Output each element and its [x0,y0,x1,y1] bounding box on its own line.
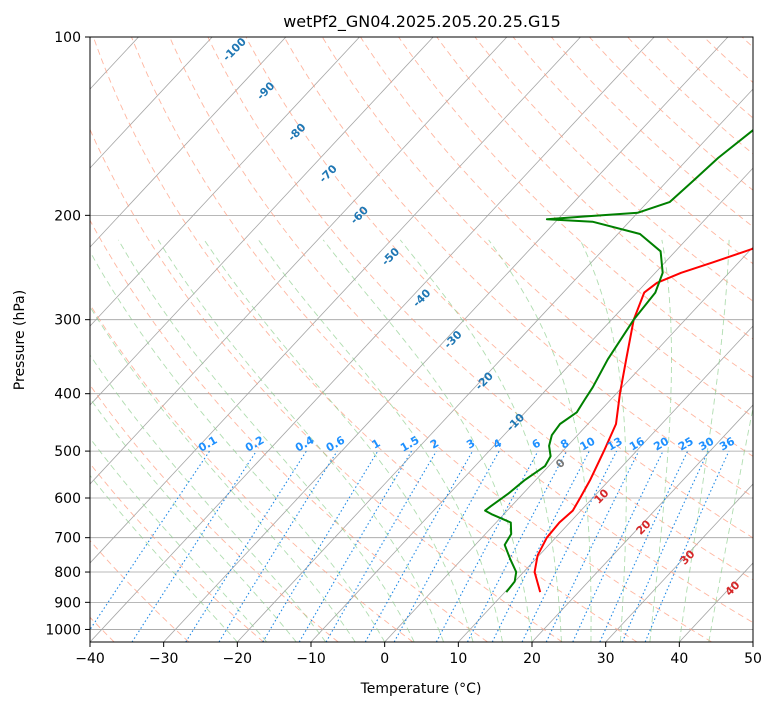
moist-adiabat-line [203,239,474,642]
dry-adiabat-line [627,37,753,155]
isotherm-line [90,37,581,564]
x-tick-label: 40 [670,651,688,667]
isotherm-line [310,167,753,642]
isotherm-line [384,246,753,642]
y-tick-label: 500 [54,444,81,460]
mixing-ratio-line [393,450,500,642]
y-tick-label: 900 [54,595,81,611]
isotherm-line [605,483,753,642]
x-tick-label: 20 [523,651,541,667]
moist-adiabat-line [708,405,753,642]
mixing-ratio-line [131,450,257,642]
y-tick-label: 1000 [45,622,81,638]
x-axis-label: Temperature (°C) [360,681,482,697]
dewpoint-line [484,128,753,593]
mixing-ratio-line [435,450,539,642]
moist-adiabat-line [157,239,445,642]
x-tick-label: 30 [597,651,615,667]
y-tick-label: 800 [54,565,81,581]
moist-adiabat-line [90,474,238,642]
moist-adiabat-line [90,305,356,642]
dry-adiabat-line [589,37,753,191]
isotherm-line [237,88,753,642]
y-tick-label: 300 [54,313,81,329]
y-tick-label: 200 [54,208,81,224]
moist-adiabat-line [322,239,533,642]
dry-adiabat-line [550,37,753,228]
dry-adiabat-line [90,384,339,642]
isotherm-line [531,404,753,642]
temperature-line [533,247,753,593]
moist-adiabat-line [90,354,327,642]
plot-area [90,37,753,642]
dry-adiabat-line [90,128,563,642]
isotherm-line [90,37,434,406]
dry-adiabat-line [436,37,753,340]
moist-adiabat-line [258,239,503,642]
x-tick-label: 10 [449,651,467,667]
dry-adiabat-line [245,37,753,539]
x-tick-label: 0 [380,651,389,667]
chart-title: wetPf2_GN04.2025.205.20.25.G15 [283,12,561,32]
x-tick-label: 50 [744,651,762,667]
mixing-ratio-line [521,450,618,642]
dry-adiabat-line [283,37,753,498]
dry-adiabat-line [207,37,753,581]
moist-adiabat-line [678,239,730,642]
x-tick-label: −10 [296,651,326,667]
mixing-ratio-line [644,450,730,642]
dry-adiabat-line [169,37,753,624]
mixing-ratio-line [491,450,590,642]
isotherm-line [90,37,508,485]
x-tick-label: −30 [149,651,179,667]
plot-frame [89,36,754,643]
isotherm-line [90,37,287,248]
mixing-ratio-line [218,450,338,642]
isotherm-line [90,37,360,327]
isotherm-line [90,37,655,642]
dry-adiabat-line [92,37,638,642]
y-tick-label: 100 [54,30,81,46]
dry-adiabat-line [398,37,753,379]
isotherm-line [458,325,753,642]
y-axis: 100 200 300 400 500 600 700 800 900 1000 [45,30,90,638]
data-lines [484,128,753,593]
dry-adiabat-line [131,37,712,642]
y-tick-label: 400 [54,387,81,403]
background-lines [90,37,753,642]
mixing-ratio-line [621,450,709,642]
moist-adiabat-line [90,437,268,642]
mixing-ratio-line [364,450,474,642]
mixing-ratio-line [262,450,379,642]
moist-adiabat-line [399,239,562,642]
moist-adiabat-line [488,239,592,642]
moist-adiabat-line [90,250,386,642]
dry-adiabat-line [321,37,753,457]
x-tick-label: −20 [223,651,253,667]
x-axis: −40 −30 −20 −10 0 10 20 30 40 50 [75,642,762,667]
isotherm-line [90,37,213,169]
moist-adiabat-line [90,397,297,642]
y-tick-label: 700 [54,531,81,547]
x-tick-label: −40 [75,651,105,667]
moist-adiabat-line [117,239,415,642]
moist-adiabat-line [649,239,672,642]
y-tick-label: 600 [54,491,81,507]
y-axis-label: Pressure (hPa) [12,290,28,390]
mixing-ratio-line [185,450,307,642]
mixing-ratio-line [90,450,211,631]
isotherm-line [163,37,729,642]
